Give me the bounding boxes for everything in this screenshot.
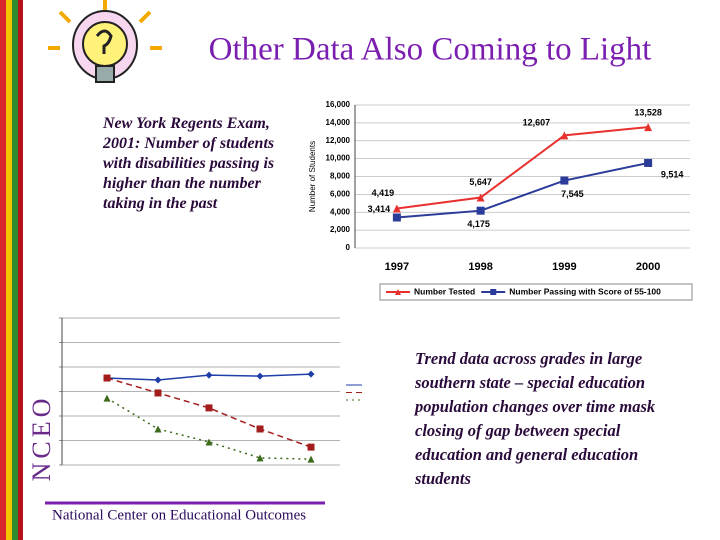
marker: [205, 404, 213, 412]
marker: [392, 204, 401, 213]
marker: [154, 389, 162, 397]
marker: [154, 425, 162, 433]
x-tick-label: 1998: [468, 261, 492, 273]
data-label: 12,607: [523, 118, 551, 128]
slide-title: Other Data Also Coming to Light: [209, 32, 652, 68]
series-line: [396, 161, 649, 219]
y-tick-label: 4,000: [330, 207, 351, 216]
marker: [103, 394, 111, 402]
marker: [307, 370, 315, 378]
y-tick-label: 2,000: [330, 225, 351, 234]
data-label: 3,414: [368, 204, 391, 214]
stripe: [12, 0, 18, 540]
marker: [205, 438, 213, 446]
marker: [392, 213, 401, 222]
series-line: [106, 377, 312, 448]
lightbulb-icon: [48, 0, 162, 83]
marker: [103, 374, 111, 382]
marker: [476, 193, 485, 202]
side-label: NCEO: [27, 395, 56, 482]
marker: [560, 176, 569, 185]
stripe: [6, 0, 12, 540]
stripe: [18, 0, 23, 540]
right-text: Trend data across grades in large southe…: [415, 349, 656, 488]
footer: National Center on Educational Outcomes: [52, 507, 306, 523]
marker: [476, 206, 485, 215]
y-axis-label: Number of Students: [308, 141, 317, 212]
legend-label: Number Tested: [414, 286, 475, 296]
y-tick-label: 10,000: [326, 154, 351, 163]
y-tick-label: 0: [346, 243, 351, 252]
left-text: New York Regents Exam, 2001: Number of s…: [103, 115, 275, 212]
stripe: [0, 0, 6, 540]
y-tick-label: 6,000: [330, 189, 351, 198]
marker: [644, 123, 653, 132]
marker: [490, 289, 497, 295]
data-label: 4,419: [372, 188, 395, 198]
x-tick-label: 1997: [385, 261, 409, 273]
data-label: 4,175: [467, 219, 490, 229]
data-label: 7,545: [561, 189, 584, 199]
y-tick-label: 14,000: [326, 118, 351, 127]
marker: [644, 158, 653, 167]
marker: [256, 372, 264, 380]
marker: [256, 454, 264, 462]
marker: [205, 371, 213, 379]
marker: [307, 443, 315, 451]
marker: [560, 131, 569, 140]
data-label: 13,528: [634, 107, 662, 117]
legend-label: Number Passing with Score of 55-100: [509, 286, 661, 296]
legend-box: [379, 283, 693, 301]
y-tick-label: 8,000: [330, 172, 351, 181]
marker: [256, 425, 264, 433]
y-tick-label: 16,000: [326, 100, 351, 109]
data-label: 5,647: [469, 177, 492, 187]
series-line: [396, 126, 649, 210]
x-tick-label: 1999: [552, 261, 576, 273]
x-tick-label: 2000: [636, 261, 660, 273]
y-tick-label: 12,000: [326, 136, 351, 145]
data-label: 9,514: [661, 169, 684, 179]
marker: [154, 376, 162, 384]
marker: [395, 289, 401, 295]
marker: [307, 455, 315, 463]
